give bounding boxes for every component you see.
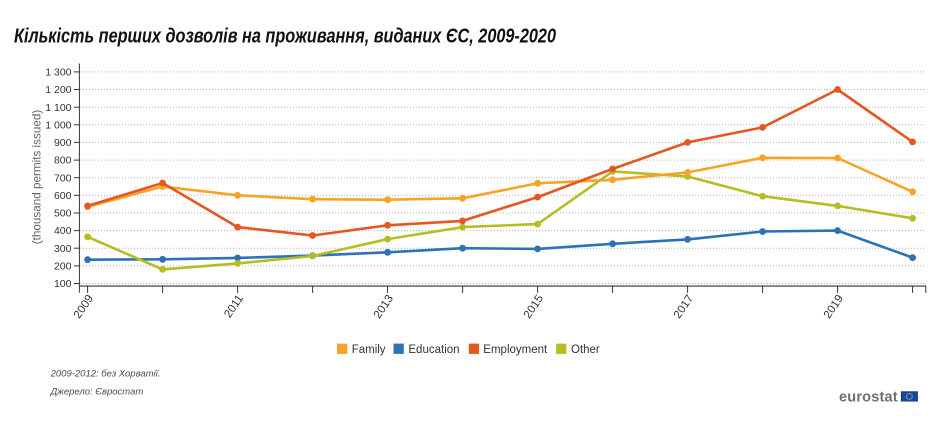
svg-text:1 200: 1 200 (45, 84, 71, 96)
svg-text:Джерело: Євростат: Джерело: Євростат (50, 387, 144, 398)
svg-text:100: 100 (54, 278, 72, 290)
svg-text:Other: Other (571, 344, 600, 356)
svg-text:400: 400 (54, 225, 72, 237)
svg-text:(thousand permits issued): (thousand permits issued) (31, 110, 44, 245)
svg-text:Education: Education (408, 344, 459, 356)
svg-text:1 300: 1 300 (45, 67, 71, 79)
svg-text:1 000: 1 000 (45, 119, 71, 131)
svg-text:Кількість перших дозволів на п: Кількість перших дозволів на проживання,… (14, 26, 556, 48)
svg-text:700: 700 (54, 172, 72, 184)
svg-text:900: 900 (54, 137, 72, 149)
svg-text:Family: Family (352, 344, 386, 356)
svg-text:Employment: Employment (483, 344, 548, 356)
svg-text:2009-2012: без Хорватії.: 2009-2012: без Хорватії. (50, 369, 161, 380)
svg-text:600: 600 (54, 190, 72, 202)
svg-text:800: 800 (54, 155, 72, 167)
svg-text:eurostat: eurostat (839, 390, 898, 406)
svg-text:200: 200 (54, 261, 72, 273)
svg-text:300: 300 (54, 243, 72, 255)
svg-text:1 100: 1 100 (45, 102, 71, 114)
svg-text:500: 500 (54, 208, 72, 220)
